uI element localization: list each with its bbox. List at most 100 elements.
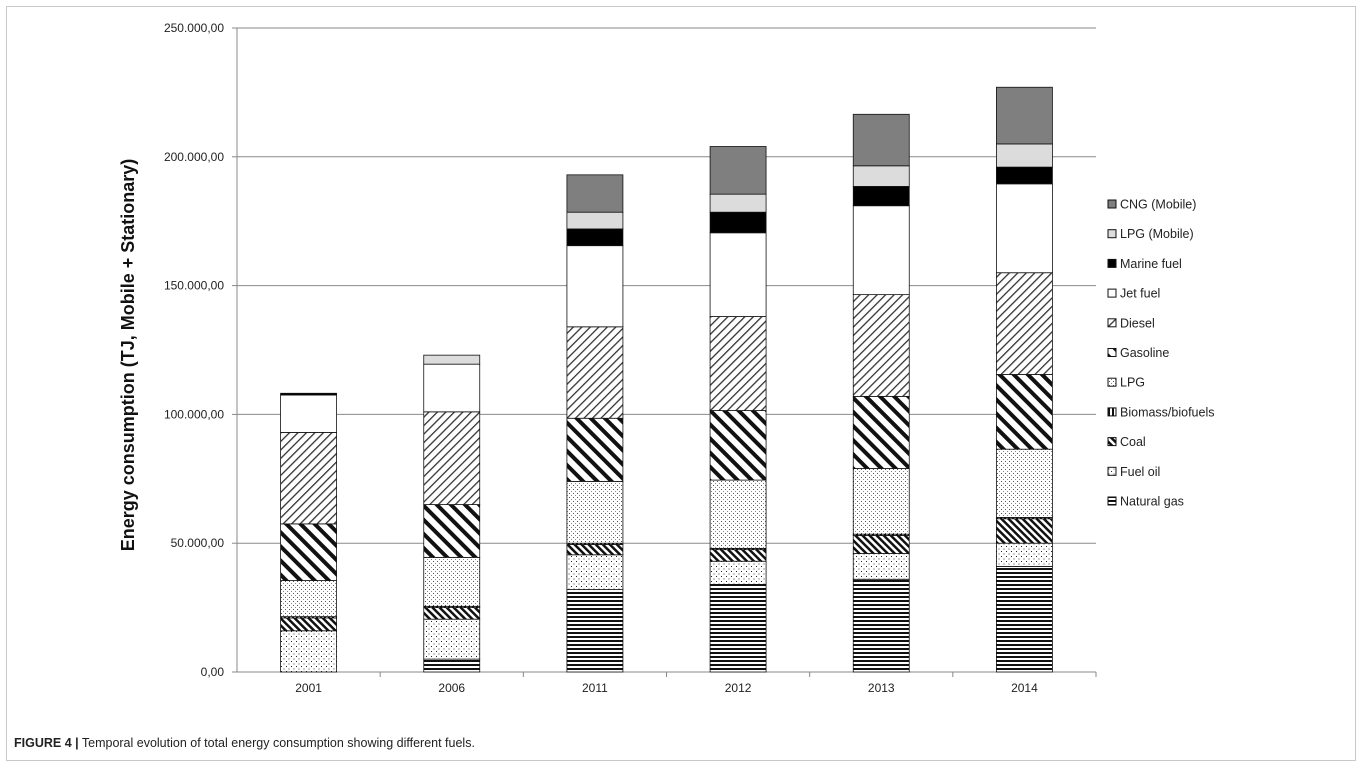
bar-segment-lpg-2012 [709, 479, 767, 549]
bar-segment-coal-2014 [996, 518, 1053, 544]
legend-label: Biomass/biofuels [1120, 405, 1215, 419]
legend-swatch [1107, 377, 1117, 387]
axes: 0,00 50.000,00 100.000,00 150.000,00 200.000… [164, 21, 1097, 695]
bar-segment-marine-fuel-2001 [280, 392, 337, 396]
legend-item-cng-mobile: CNG (Mobile) [1107, 198, 1196, 212]
bar-segment-jet-fuel-2001 [280, 394, 337, 433]
legend-item-fuel-oil: Fuel oil [1107, 465, 1160, 479]
bar-segment-cng-mobile-2013 [852, 113, 910, 167]
figure-caption: FIGURE 4 | Temporal evolution of total e… [14, 736, 475, 750]
bar-segment-lpg-mobile-2011 [566, 211, 624, 230]
y-tick-label: 150.000,00 [164, 279, 224, 293]
bar-segment-natural-gas-2012 [709, 584, 767, 673]
legend-swatch [1107, 407, 1117, 417]
legend-swatch [1107, 199, 1117, 209]
legend-item-jet-fuel: Jet fuel [1107, 287, 1160, 301]
y-axis-title: Energy consumption (TJ, Mobile + Station… [118, 159, 138, 552]
bar-segment-cng-mobile-2011 [566, 174, 624, 213]
x-tick-label-2013: 2013 [868, 681, 895, 695]
bar-segment-jet-fuel-2014 [996, 183, 1053, 274]
caption-text: Temporal evolution of total energy consu… [78, 736, 475, 750]
bar-segment-diesel-2006 [423, 411, 481, 505]
bar-segment-lpg-mobile-2013 [852, 165, 910, 187]
bar-segment-gasoline-2012 [709, 410, 767, 481]
bar-segment-fuel-oil-2012 [709, 560, 767, 585]
legend-label: Marine fuel [1120, 257, 1182, 271]
bar-segment-jet-fuel-2011 [566, 245, 624, 328]
legend-label: Fuel oil [1120, 465, 1160, 479]
legend-swatch [1107, 258, 1117, 268]
bar-segment-natural-gas-2014 [996, 565, 1053, 673]
bar-segment-gasoline-2014 [996, 374, 1053, 450]
bar-segment-jet-fuel-2013 [852, 205, 910, 296]
legend-item-coal: Coal [1107, 435, 1146, 449]
bar-segment-natural-gas-2011 [566, 589, 624, 673]
bar-segment-lpg-2014 [996, 448, 1053, 518]
bar-segment-gasoline-2001 [280, 523, 337, 581]
legend-item-biomass-biofuels: Biomass/biofuels [1107, 405, 1215, 419]
legend-label: LPG [1120, 376, 1145, 390]
bar-segment-coal-2013 [852, 535, 910, 554]
y-tick-label: 50.000,00 [171, 536, 225, 550]
legend-item-natural-gas: Natural gas [1107, 495, 1184, 509]
grid-lines [237, 27, 1096, 544]
bar-segment-marine-fuel-2012 [709, 211, 767, 234]
bar-segment-coal-2006 [423, 607, 481, 620]
bar-segment-lpg-mobile-2014 [996, 143, 1053, 168]
legend-item-lpg-mobile: LPG (Mobile) [1107, 227, 1194, 241]
bar-segment-natural-gas-2013 [852, 578, 910, 673]
bar-segment-cng-mobile-2012 [709, 146, 767, 195]
y-tick-label: 0,00 [201, 665, 225, 679]
bar-segment-fuel-oil-2014 [996, 542, 1053, 567]
legend-swatch [1107, 437, 1117, 447]
legend-swatch [1107, 466, 1117, 476]
legend-label: LPG (Mobile) [1120, 227, 1194, 241]
legend-label: CNG (Mobile) [1120, 198, 1196, 212]
legend-label: Coal [1120, 435, 1146, 449]
bar-segment-diesel-2012 [709, 316, 767, 411]
legend-item-marine-fuel: Marine fuel [1107, 257, 1182, 271]
legend-label: Jet fuel [1120, 287, 1160, 301]
x-tick-label-2006: 2006 [438, 681, 465, 695]
legend-swatch [1107, 229, 1117, 239]
bar-segment-lpg-2006 [423, 556, 481, 607]
bar-segment-coal-2012 [709, 549, 767, 562]
bar-segment-coal-2001 [280, 617, 337, 632]
legend: CNG (Mobile) LPG (Mobile) Marine fuel Jet f… [1107, 198, 1215, 509]
bar-segment-diesel-2001 [280, 432, 337, 525]
bar-segment-diesel-2011 [566, 326, 624, 419]
y-tick-label: 200.000,00 [164, 150, 224, 164]
bar-segment-jet-fuel-2006 [423, 363, 481, 413]
bar-segment-fuel-oil-2006 [423, 618, 481, 660]
y-tick-label: 100.000,00 [164, 407, 224, 421]
bar-segment-lpg-mobile-2006 [423, 354, 481, 365]
legend-swatch [1107, 496, 1117, 506]
bar-segment-lpg-2011 [566, 480, 624, 544]
bar-segment-natural-gas-2006 [423, 658, 481, 673]
x-tick-label-2011: 2011 [582, 681, 608, 695]
x-tick-label-2001: 2001 [295, 681, 322, 695]
bars [280, 86, 1053, 673]
legend-label: Gasoline [1120, 346, 1169, 360]
bar-segment-cng-mobile-2014 [996, 86, 1053, 145]
bar-segment-gasoline-2011 [566, 417, 624, 482]
legend-label: Natural gas [1120, 495, 1184, 509]
legend-swatch [1107, 318, 1117, 328]
legend-label: Diesel [1120, 316, 1155, 330]
x-tick-label-2012: 2012 [725, 681, 752, 695]
bar-segment-gasoline-2013 [852, 395, 910, 469]
figure-frame [6, 6, 1356, 761]
bar-segment-gasoline-2006 [423, 504, 481, 558]
bar-segment-lpg-2013 [852, 468, 910, 535]
caption-label: FIGURE 4 | [14, 736, 79, 750]
bar-segment-lpg-mobile-2012 [709, 193, 767, 213]
bar-segment-fuel-oil-2013 [852, 553, 910, 580]
legend-swatch [1107, 348, 1117, 357]
bar-segment-diesel-2014 [996, 272, 1053, 375]
bar-segment-marine-fuel-2013 [852, 186, 910, 207]
bar-segment-fuel-oil-2011 [566, 554, 624, 590]
bar-segment-lpg-2001 [280, 580, 337, 618]
legend-item-diesel: Diesel [1107, 316, 1155, 330]
bar-segment-marine-fuel-2014 [996, 166, 1053, 185]
